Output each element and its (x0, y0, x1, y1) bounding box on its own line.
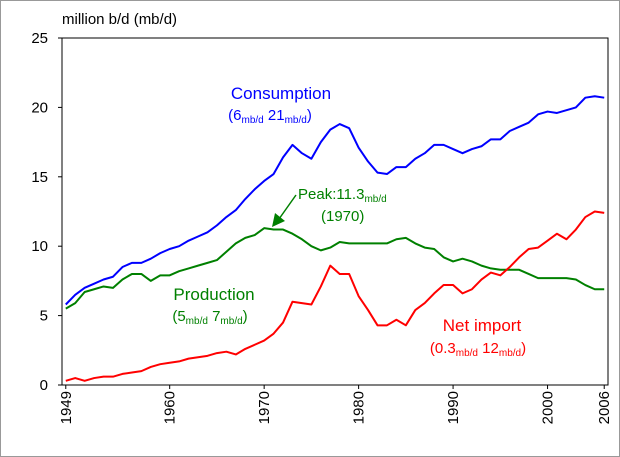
y-axis-label: million b/d (mb/d) (62, 11, 177, 28)
annotation: (1970) (321, 208, 364, 225)
series-line (65, 227, 605, 310)
annotation: (5mb/d 7mb/d) (172, 308, 247, 327)
annotation-part: 21 (264, 107, 285, 124)
y-tick-label: 15 (31, 169, 48, 186)
series-label: Net import (443, 316, 522, 335)
y-tick-label: 20 (31, 99, 48, 116)
annotation-part: ) (243, 308, 248, 325)
annotation-part: ) (521, 340, 526, 357)
series-line (65, 95, 605, 306)
annotation-sub: mb/d (186, 316, 208, 327)
series-line (65, 210, 605, 382)
x-tick-label: 1960 (162, 391, 179, 424)
annotation-part: (6 (228, 107, 241, 124)
plot-area (61, 37, 609, 386)
annotation-part: (1970) (321, 208, 364, 225)
annotation-sub: mb/d (499, 348, 521, 359)
series-label: Consumption (231, 84, 331, 103)
arrow-head (272, 213, 285, 227)
annotation-sub: mb/d (456, 348, 478, 359)
annotation: Peak:11.3mb/d (298, 186, 387, 205)
annotation-part: 7 (208, 308, 221, 325)
annotation: (6mb/d 21mb/d) (228, 107, 312, 126)
annotation-sub: mb/d (364, 194, 386, 205)
annotation-part: 12 (478, 340, 499, 357)
annotation-sub: mb/d (285, 115, 307, 126)
x-tick-label: 1990 (445, 391, 462, 424)
annotation-sub: mb/d (220, 316, 242, 327)
y-tick-label: 0 (40, 377, 48, 394)
annotation-sub: mb/d (242, 115, 264, 126)
y-tick-label: 25 (31, 30, 48, 47)
arrow-line (278, 194, 297, 220)
y-tick-label: 5 (40, 308, 48, 325)
x-tick-label: 1970 (256, 391, 273, 424)
annotation-part: (5 (172, 308, 185, 325)
x-tick-label: 2006 (596, 391, 613, 424)
x-tick-label: 1980 (351, 391, 368, 424)
annotation: (0.3mb/d 12mb/d) (430, 340, 526, 359)
annotation-part: (0.3 (430, 340, 456, 357)
annotation-part: ) (307, 107, 312, 124)
y-tick-label: 10 (31, 238, 48, 255)
annotation-part: Peak:11.3 (298, 186, 364, 203)
series-label: Production (173, 285, 254, 304)
x-tick-label: 1949 (58, 391, 75, 424)
x-tick-label: 2000 (540, 391, 557, 424)
